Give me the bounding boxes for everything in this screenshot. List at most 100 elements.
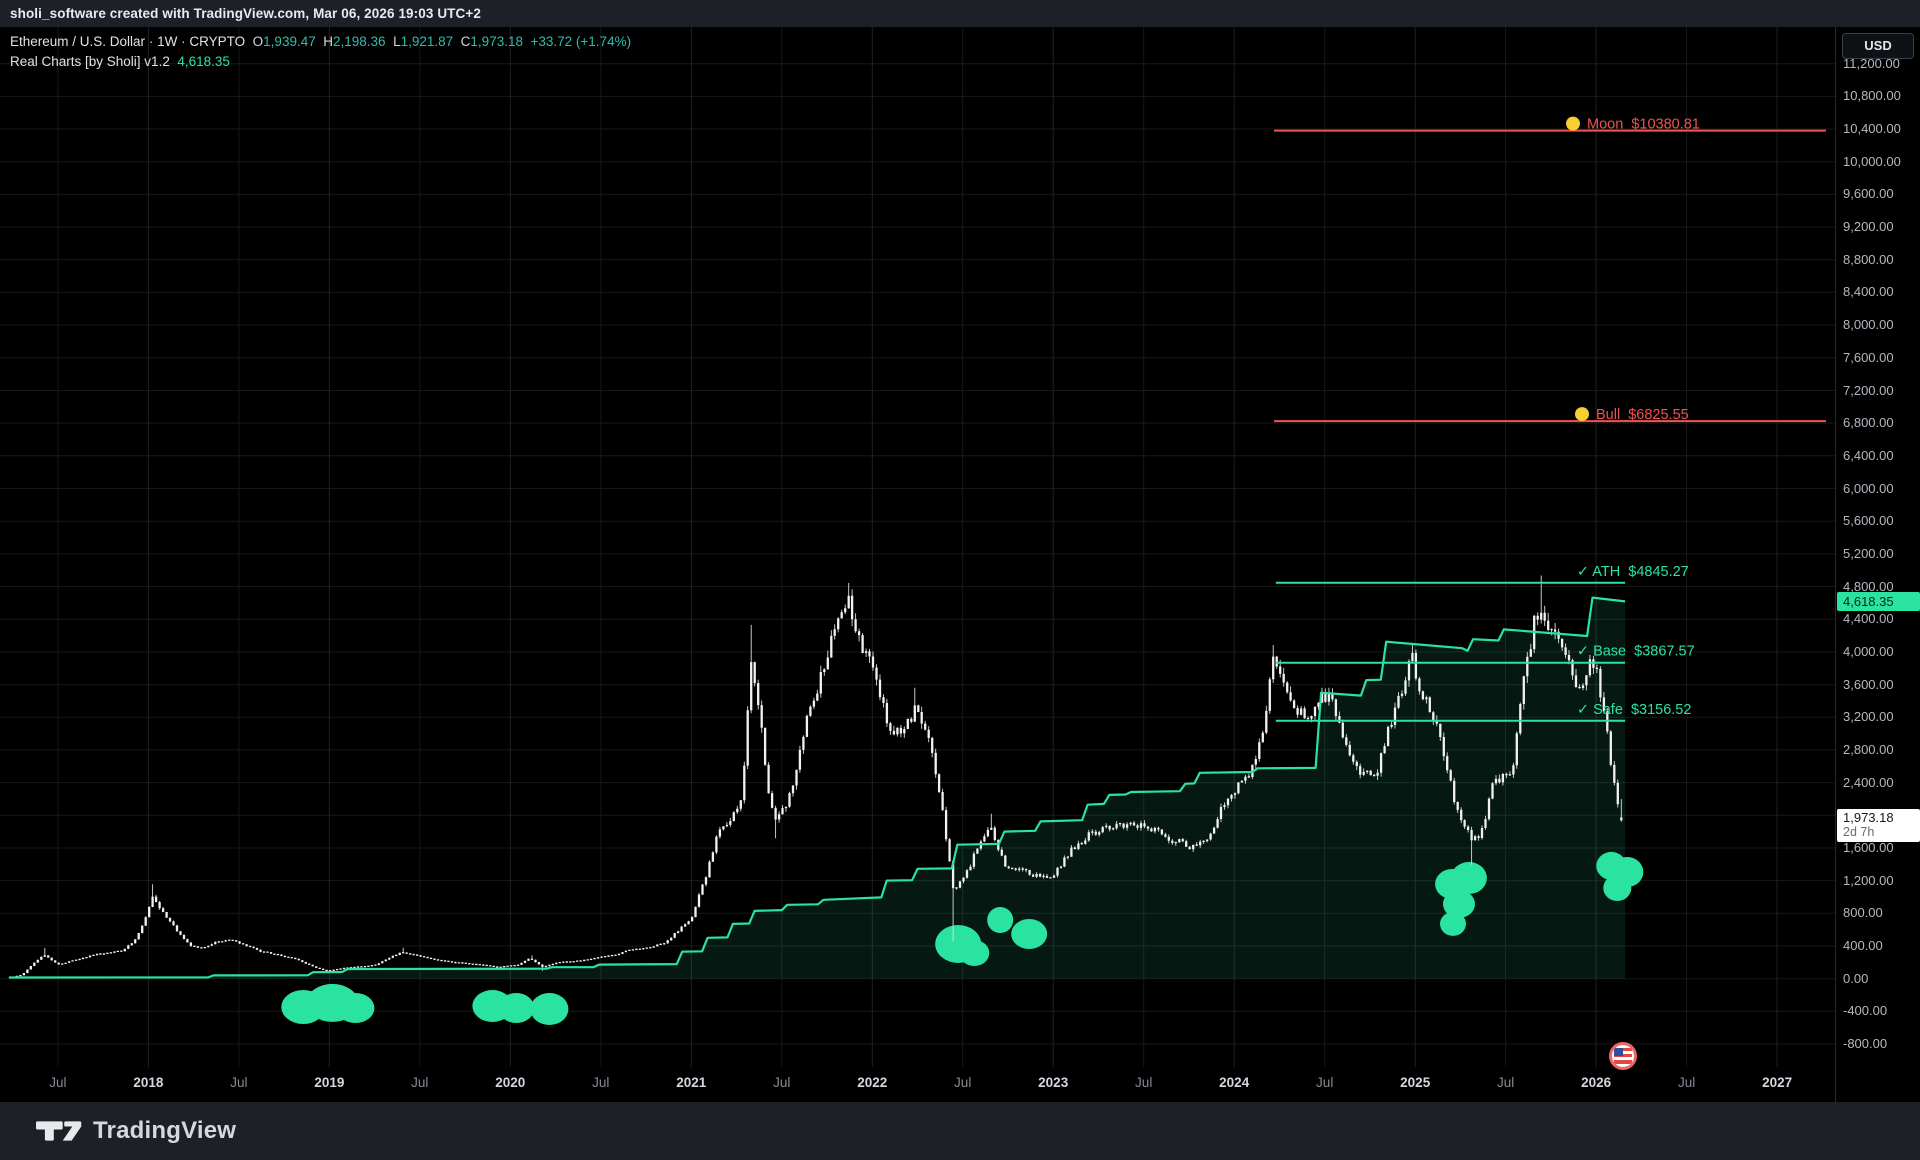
signal-blob-marker	[1440, 911, 1466, 936]
price-axis-label: 400.00	[1843, 938, 1883, 953]
time-axis-label-2024: 2024	[1219, 1075, 1250, 1090]
price-chart-canvas[interactable]: Moon $10380.81 Bull $6825.55 ✓ ATH $4845.2…	[0, 27, 1835, 1067]
chart-pane[interactable]: Moon $10380.81 Bull $6825.55 ✓ ATH $4845.2…	[0, 27, 1835, 1067]
time-axis-label-jul: Jul	[1496, 1075, 1515, 1090]
price-axis-label: 9,600.00	[1843, 186, 1894, 202]
price-axis-label: 7,600.00	[1843, 349, 1894, 365]
time-axis-label-jul: Jul	[1677, 1075, 1696, 1090]
time-axis-label-2019: 2019	[314, 1075, 345, 1090]
time-axis-label-2027: 2027	[1762, 1075, 1793, 1090]
time-axis-label-jul: Jul	[411, 1075, 429, 1090]
price-axis-label: 2,800.00	[1843, 741, 1894, 757]
time-axis-label-2020: 2020	[495, 1075, 526, 1090]
signal-blob-marker	[959, 940, 990, 966]
signal-blob-marker	[336, 993, 375, 1023]
price-axis-label: 2,400.00	[1843, 774, 1894, 790]
high-value: 2,198.36	[333, 34, 386, 49]
price-axis-label: 8,400.00	[1843, 284, 1894, 300]
level-label-bull: Bull $6825.55	[1596, 407, 1689, 423]
indicator-price-badge: 4,618.35	[1837, 591, 1920, 611]
signal-blob-marker	[498, 993, 535, 1023]
indicator-title[interactable]: Real Charts [by Sholi] v1.2	[10, 54, 170, 69]
time-axis-label-jul: Jul	[773, 1075, 791, 1090]
interval-label[interactable]: 1W	[157, 34, 178, 49]
price-axis-label: 1,200.00	[1843, 872, 1894, 888]
price-axis-label: -400.00	[1843, 1003, 1888, 1019]
price-axis-label: 10,400.00	[1843, 121, 1901, 136]
price-axis-label: 11,200.00	[1843, 55, 1900, 71]
indicator-value: 4,618.35	[177, 54, 230, 69]
price-axis-label: 10,000.00	[1843, 153, 1901, 169]
watermark-text: sholi_software created with TradingView.…	[10, 6, 481, 21]
time-axis-label-jul: Jul	[1316, 1075, 1334, 1090]
signal-blob-marker	[1450, 862, 1487, 894]
level-dot-moon	[1566, 116, 1580, 131]
open-letter: O	[252, 34, 264, 49]
signal-blob-marker	[1011, 919, 1048, 949]
us-flag-event-icon[interactable]	[1609, 1042, 1638, 1070]
signal-blob-marker	[530, 993, 569, 1025]
footer-bar: TradingView	[0, 1102, 1920, 1160]
time-axis-label-2023: 2023	[1038, 1075, 1069, 1090]
signal-blob-marker	[1603, 875, 1632, 901]
currency-toggle-button[interactable]: USD	[1842, 33, 1914, 59]
price-axis-label: 3,200.00	[1843, 709, 1894, 725]
tradingview-logo[interactable]: TradingView	[36, 1117, 236, 1145]
price-axis-label: 1,600.00	[1843, 840, 1894, 855]
open-value: 1,939.47	[263, 34, 316, 49]
price-axis-label: 4,000.00	[1843, 643, 1894, 659]
time-axis-label-2021: 2021	[676, 1075, 707, 1090]
price-axis-label: 6,000.00	[1843, 480, 1894, 496]
price-axis-label: 3,600.00	[1843, 676, 1894, 692]
price-axis-label: 5,200.00	[1843, 545, 1894, 561]
time-axis-label-jul: Jul	[592, 1075, 610, 1090]
price-axis-label: 10,800.00	[1843, 88, 1901, 104]
time-axis-label-2025: 2025	[1400, 1075, 1431, 1090]
indicator-fill-area	[9, 597, 1626, 979]
time-axis-label-2022: 2022	[857, 1075, 888, 1090]
time-axis-label-2026: 2026	[1581, 1075, 1612, 1090]
price-axis-label: -800.00	[1843, 1036, 1888, 1051]
time-axis-label-jul: Jul	[230, 1075, 248, 1090]
level-label-safe: ✓ Safe $3156.52	[1577, 702, 1692, 718]
time-axis-label-jul: Jul	[1135, 1075, 1153, 1090]
indicator-step-line	[8, 596, 1626, 979]
time-axis-corner	[1835, 1067, 1920, 1102]
price-axis-label: 8,800.00	[1843, 251, 1894, 267]
level-label-moon: Moon $10380.81	[1587, 117, 1700, 133]
price-axis-label: 5,600.00	[1843, 513, 1894, 529]
level-label-ath: ✓ ATH $4845.27	[1577, 564, 1689, 580]
exchange-label: CRYPTO	[189, 34, 246, 49]
signal-blob-marker	[1443, 890, 1475, 918]
time-axis-label-2018: 2018	[133, 1075, 164, 1090]
indicator-row: Real Charts [by Sholi] v1.2 4,618.35	[10, 54, 631, 69]
last-price-value: 1,973.18	[1843, 809, 1894, 825]
tradingview-logo-icon	[36, 1121, 82, 1141]
watermark-bar: sholi_software created with TradingView.…	[0, 0, 1920, 27]
time-axis-label-jul: Jul	[49, 1075, 67, 1090]
level-label-base: ✓ Base $3867.57	[1577, 644, 1695, 660]
change-value: +33.72 (+1.74%)	[530, 34, 632, 49]
tradingview-logo-text: TradingView	[93, 1117, 237, 1144]
symbol-title[interactable]: Ethereum / U.S. Dollar	[10, 34, 146, 49]
close-value: 1,973.18	[470, 34, 523, 49]
price-axis-label: 4,400.00	[1843, 611, 1894, 627]
us-flag-canton	[1614, 1048, 1624, 1056]
price-axis[interactable]: USD -800.00 -400.00 0.00 400.00 800.00 1,200.…	[1835, 27, 1920, 1067]
price-axis-label: 0.00	[1843, 970, 1869, 986]
price-axis-label: 7,200.00	[1843, 382, 1894, 398]
last-price-badge: 1,973.18 2d 7h	[1837, 808, 1920, 842]
price-axis-label: 6,800.00	[1843, 415, 1894, 431]
price-axis-label: 8,000.00	[1843, 317, 1894, 333]
time-axis-label-jul: Jul	[954, 1075, 972, 1090]
high-letter: H	[323, 34, 333, 49]
price-axis-label: 9,200.00	[1843, 219, 1894, 235]
time-axis[interactable]: Jul 2018 Jul 2019 Jul 2020 Jul 2021 Jul 2022 Jul 20…	[0, 1067, 1835, 1102]
price-axis-label: 800.00	[1843, 905, 1883, 921]
chart-legend: Ethereum / U.S. Dollar · 1W · CRYPTO O1,…	[10, 34, 631, 69]
low-letter: L	[393, 34, 401, 49]
level-dot-bull	[1575, 407, 1589, 422]
close-letter: C	[460, 34, 471, 49]
signal-blob-marker	[987, 907, 1014, 933]
